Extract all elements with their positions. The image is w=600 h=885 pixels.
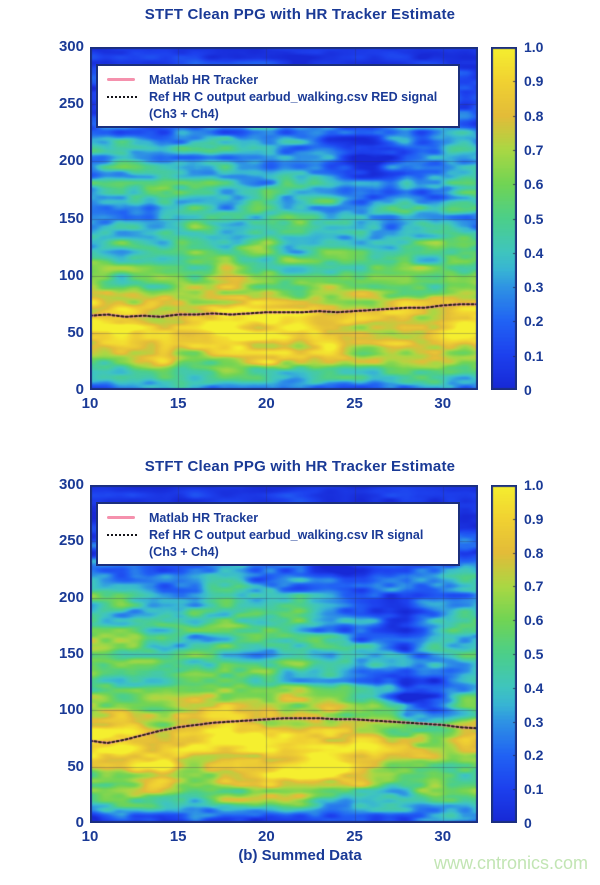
y-tick-label: 0 [75, 814, 84, 831]
y-tick-label: 300 [58, 476, 84, 493]
legend-entry-ref-hr: Ref HR C output earbud_walking.csv IR si… [107, 526, 449, 543]
y-tick-label: 250 [58, 95, 84, 113]
colorbar-tick-label: 0.6 [524, 612, 544, 629]
y-tick-label: 250 [58, 532, 84, 550]
legend-label: Matlab HR Tracker [149, 510, 259, 525]
legend-entry-matlab-tracker: Matlab HR Tracker [107, 71, 449, 88]
x-tick-label: 20 [258, 828, 275, 845]
colorbar-tick-label: 0.2 [524, 747, 544, 764]
colorbar-tick-label: 0.4 [524, 244, 544, 261]
colorbar-tick-label: 0.9 [524, 73, 544, 90]
colorbar-tick-label: 0.8 [524, 107, 544, 124]
legend-1: Matlab HR Tracker Ref HR C output earbud… [96, 64, 460, 128]
colorbar-2 [491, 485, 517, 823]
legend-entry-ref-hr: Ref HR C output earbud_walking.csv RED s… [107, 88, 449, 105]
y-tick-label: 100 [58, 701, 84, 719]
legend-label: (Ch3 + Ch4) [149, 106, 219, 121]
x-tick-label: 10 [81, 395, 99, 412]
y-tick-label: 100 [58, 266, 84, 284]
colorbar-tick-label: 1.0 [524, 39, 544, 55]
legend-label: Ref HR C output earbud_walking.csv RED s… [149, 89, 438, 104]
x-tick-label: 15 [169, 828, 187, 845]
colorbar-tick-label: 0 [524, 815, 532, 831]
colorbar-tick-label: 0.3 [524, 279, 544, 296]
y-tick-label: 0 [75, 381, 84, 398]
y-tick-label: 150 [58, 209, 84, 227]
chart-title-2: STFT Clean PPG with HR Tracker Estimate [144, 458, 456, 475]
colorbar-tick-label: 0.9 [524, 510, 544, 527]
legend-entry-ref-hr-line2: (Ch3 + Ch4) [107, 543, 449, 560]
y-tick-label: 200 [58, 152, 84, 170]
watermark: www.cntronics.com [433, 853, 588, 873]
y-tick-label: 150 [58, 645, 84, 662]
x-tick-label: 25 [346, 828, 363, 845]
colorbar-tick-label: 0.4 [524, 679, 544, 696]
pink-line-sample-icon [107, 78, 137, 81]
figure-caption: (b) Summed Data [238, 847, 362, 864]
colorbar-tick-label: 0 [524, 382, 532, 398]
legend-entry-matlab-tracker: Matlab HR Tracker [107, 509, 449, 526]
colorbar-tick-label: 0.1 [524, 781, 544, 798]
pink-line-sample-icon [107, 516, 137, 519]
y-tick-label: 200 [58, 588, 84, 606]
chart-title-1: STFT Clean PPG with HR Tracker Estimate [144, 6, 456, 23]
x-tick-label: 20 [258, 395, 275, 412]
colorbar-tick-label: 0.5 [524, 646, 544, 662]
colorbar-tick-label: 0.3 [524, 713, 544, 730]
colorbar-tick-label: 1.0 [524, 477, 544, 493]
legend-label: (Ch3 + Ch4) [149, 544, 219, 559]
y-tick-label: 50 [67, 323, 84, 341]
x-tick-label: 15 [169, 395, 187, 412]
colorbar-tick-label: 0.8 [524, 544, 544, 561]
colorbar-1 [491, 47, 517, 390]
legend-entry-ref-hr-line2: (Ch3 + Ch4) [107, 105, 449, 122]
x-tick-label: 25 [346, 395, 363, 412]
x-tick-label: 30 [434, 395, 452, 412]
colorbar-tick-label: 0.2 [524, 313, 544, 330]
x-tick-label: 10 [81, 828, 99, 845]
colorbar-tick-label: 0.6 [524, 176, 544, 193]
colorbar-tick-label: 0.7 [524, 578, 544, 595]
legend-2: Matlab HR Tracker Ref HR C output earbud… [96, 502, 460, 566]
y-tick-label: 50 [67, 757, 84, 775]
dotted-line-sample-icon [107, 533, 137, 536]
legend-label: Ref HR C output earbud_walking.csv IR si… [149, 527, 424, 542]
dotted-line-sample-icon [107, 95, 137, 98]
colorbar-tick-label: 0.7 [524, 141, 544, 158]
legend-label: Matlab HR Tracker [149, 72, 259, 87]
colorbar-tick-label: 0.1 [524, 347, 544, 364]
x-tick-label: 30 [434, 828, 452, 845]
y-tick-label: 300 [58, 38, 84, 55]
colorbar-tick-label: 0.5 [524, 210, 544, 227]
